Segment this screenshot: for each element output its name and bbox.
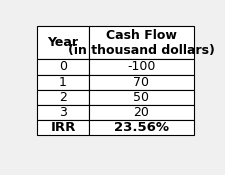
Bar (89, 90, 194, 105)
Text: 70: 70 (133, 76, 149, 89)
Text: 50: 50 (133, 91, 149, 104)
Bar (37, 90, 89, 105)
Bar (37, 120, 89, 135)
Text: 20: 20 (133, 106, 149, 119)
Text: -100: -100 (127, 60, 156, 74)
Bar (89, 105, 194, 120)
Bar (89, 59, 194, 75)
Bar (37, 75, 89, 90)
Text: 3: 3 (59, 106, 67, 119)
Text: IRR: IRR (50, 121, 76, 134)
Text: Cash Flow
(in thousand dollars): Cash Flow (in thousand dollars) (68, 29, 215, 57)
Bar (89, 120, 194, 135)
Text: 23.56%: 23.56% (114, 121, 169, 134)
Bar (37, 105, 89, 120)
Text: Year: Year (47, 36, 79, 49)
Bar (37, 59, 89, 75)
Bar (37, 26, 89, 59)
Text: 2: 2 (59, 91, 67, 104)
Text: 1: 1 (59, 76, 67, 89)
Text: 0: 0 (59, 60, 67, 74)
Bar (89, 26, 194, 59)
Bar (89, 75, 194, 90)
